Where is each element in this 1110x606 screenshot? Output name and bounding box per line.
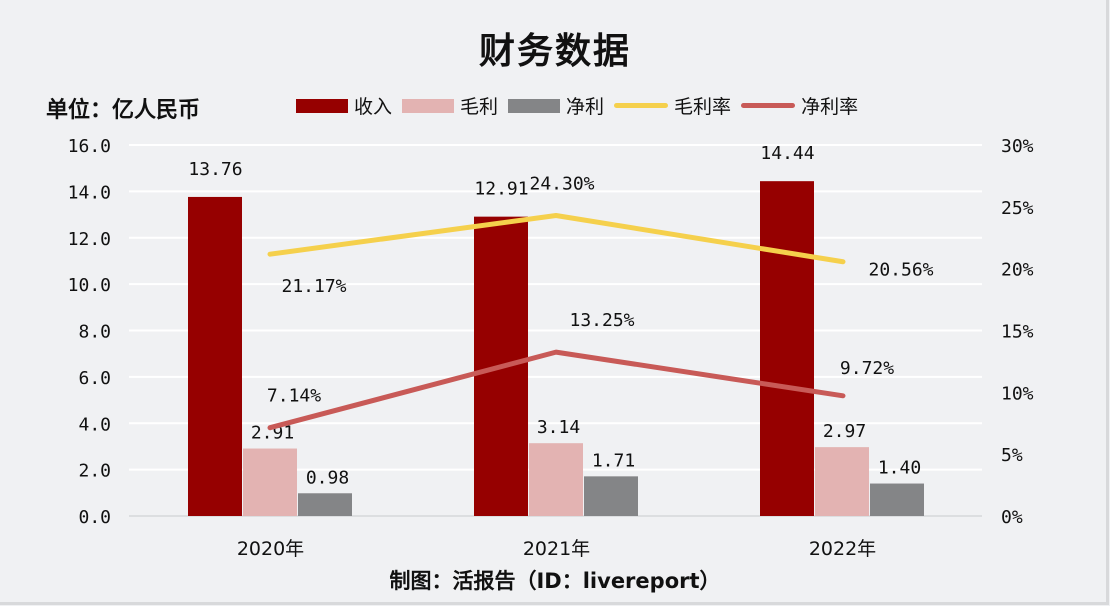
- line-value-label: 21.17%: [281, 276, 346, 297]
- bar-value-label: 2.91: [251, 423, 294, 444]
- legend-item-gross-profit: 毛利: [402, 92, 498, 119]
- net-margin-line: [267, 349, 846, 431]
- bar-value-label: 0.98: [306, 467, 349, 488]
- x-axis-label: 2022年: [809, 538, 876, 560]
- y-axis-tick: 14.0: [68, 182, 111, 203]
- bar-value-label: 2.97: [823, 421, 866, 442]
- line-value-label: 13.25%: [569, 310, 634, 331]
- y2-axis-tick: 10%: [1001, 383, 1034, 404]
- bar-value-label: 14.44: [760, 143, 814, 164]
- legend-label: 收入: [354, 96, 393, 118]
- gross-margin-line: [267, 212, 846, 265]
- bar-net-profit: [870, 483, 924, 516]
- bar-value-label: 1.40: [878, 458, 921, 479]
- line-value-label: 9.72%: [840, 358, 894, 379]
- bar-gross-profit: [815, 447, 869, 516]
- bar-value-label: 1.71: [592, 450, 635, 471]
- legend: 收入 毛利 净利 毛利率 净利率: [296, 92, 868, 119]
- legend-label: 净利: [566, 96, 605, 118]
- legend-swatch-revenue: [296, 98, 348, 113]
- y-axis-tick: 4.0: [78, 414, 111, 435]
- legend-item-gross-margin: 毛利率: [614, 92, 731, 119]
- bar-gross-profit: [529, 443, 583, 516]
- line-value-label: 24.30%: [529, 173, 594, 194]
- y2-axis-tick: 25%: [1001, 198, 1034, 219]
- y-axis-tick: 16.0: [68, 136, 111, 157]
- y-axis-tick: 2.0: [78, 461, 111, 482]
- legend-item-net-profit: 净利: [508, 92, 604, 119]
- y-axis-tick: 10.0: [68, 275, 111, 296]
- y2-axis-tick: 5%: [1001, 445, 1023, 466]
- bar-value-label: 3.14: [537, 417, 580, 438]
- y2-axis-tick: 15%: [1001, 322, 1034, 343]
- legend-item-net-margin: 净利率: [741, 92, 858, 119]
- unit-label: 单位：亿人民币: [46, 98, 201, 123]
- legend-label: 净利率: [801, 96, 859, 118]
- line-value-label: 7.14%: [267, 386, 321, 407]
- bar-revenue: [188, 196, 242, 516]
- legend-label: 毛利率: [674, 96, 732, 118]
- chart-title: 财务数据: [478, 31, 631, 72]
- bar-value-label: 13.76: [188, 159, 242, 180]
- legend-swatch-net-profit: [508, 98, 561, 113]
- legend-swatch-gross-margin: [614, 103, 669, 108]
- y-axis-tick: 6.0: [78, 368, 111, 389]
- y2-axis-tick: 0%: [1001, 507, 1023, 528]
- bar-value-label: 12.91: [474, 179, 528, 200]
- x-axis-label: 2021年: [523, 538, 590, 560]
- y-axis-tick: 8.0: [78, 322, 111, 343]
- legend-label: 毛利: [460, 96, 499, 118]
- bar-gross-profit: [243, 448, 297, 516]
- bar-net-profit: [584, 476, 638, 516]
- credit-text: 制图：活报告（ID：livereport）: [389, 569, 721, 593]
- y-axis-tick: 0.0: [78, 507, 111, 528]
- y2-axis-tick: 30%: [1001, 136, 1034, 157]
- bar-revenue: [760, 181, 814, 517]
- line-value-label: 20.56%: [868, 260, 933, 281]
- y-axis-tick: 12.0: [68, 229, 111, 250]
- legend-swatch-net-margin: [741, 103, 796, 108]
- x-axis-label: 2020年: [237, 538, 304, 560]
- bar-net-profit: [298, 493, 352, 516]
- legend-item-revenue: 收入: [296, 92, 392, 119]
- y2-axis-tick: 20%: [1001, 260, 1034, 281]
- legend-swatch-gross-profit: [402, 98, 455, 113]
